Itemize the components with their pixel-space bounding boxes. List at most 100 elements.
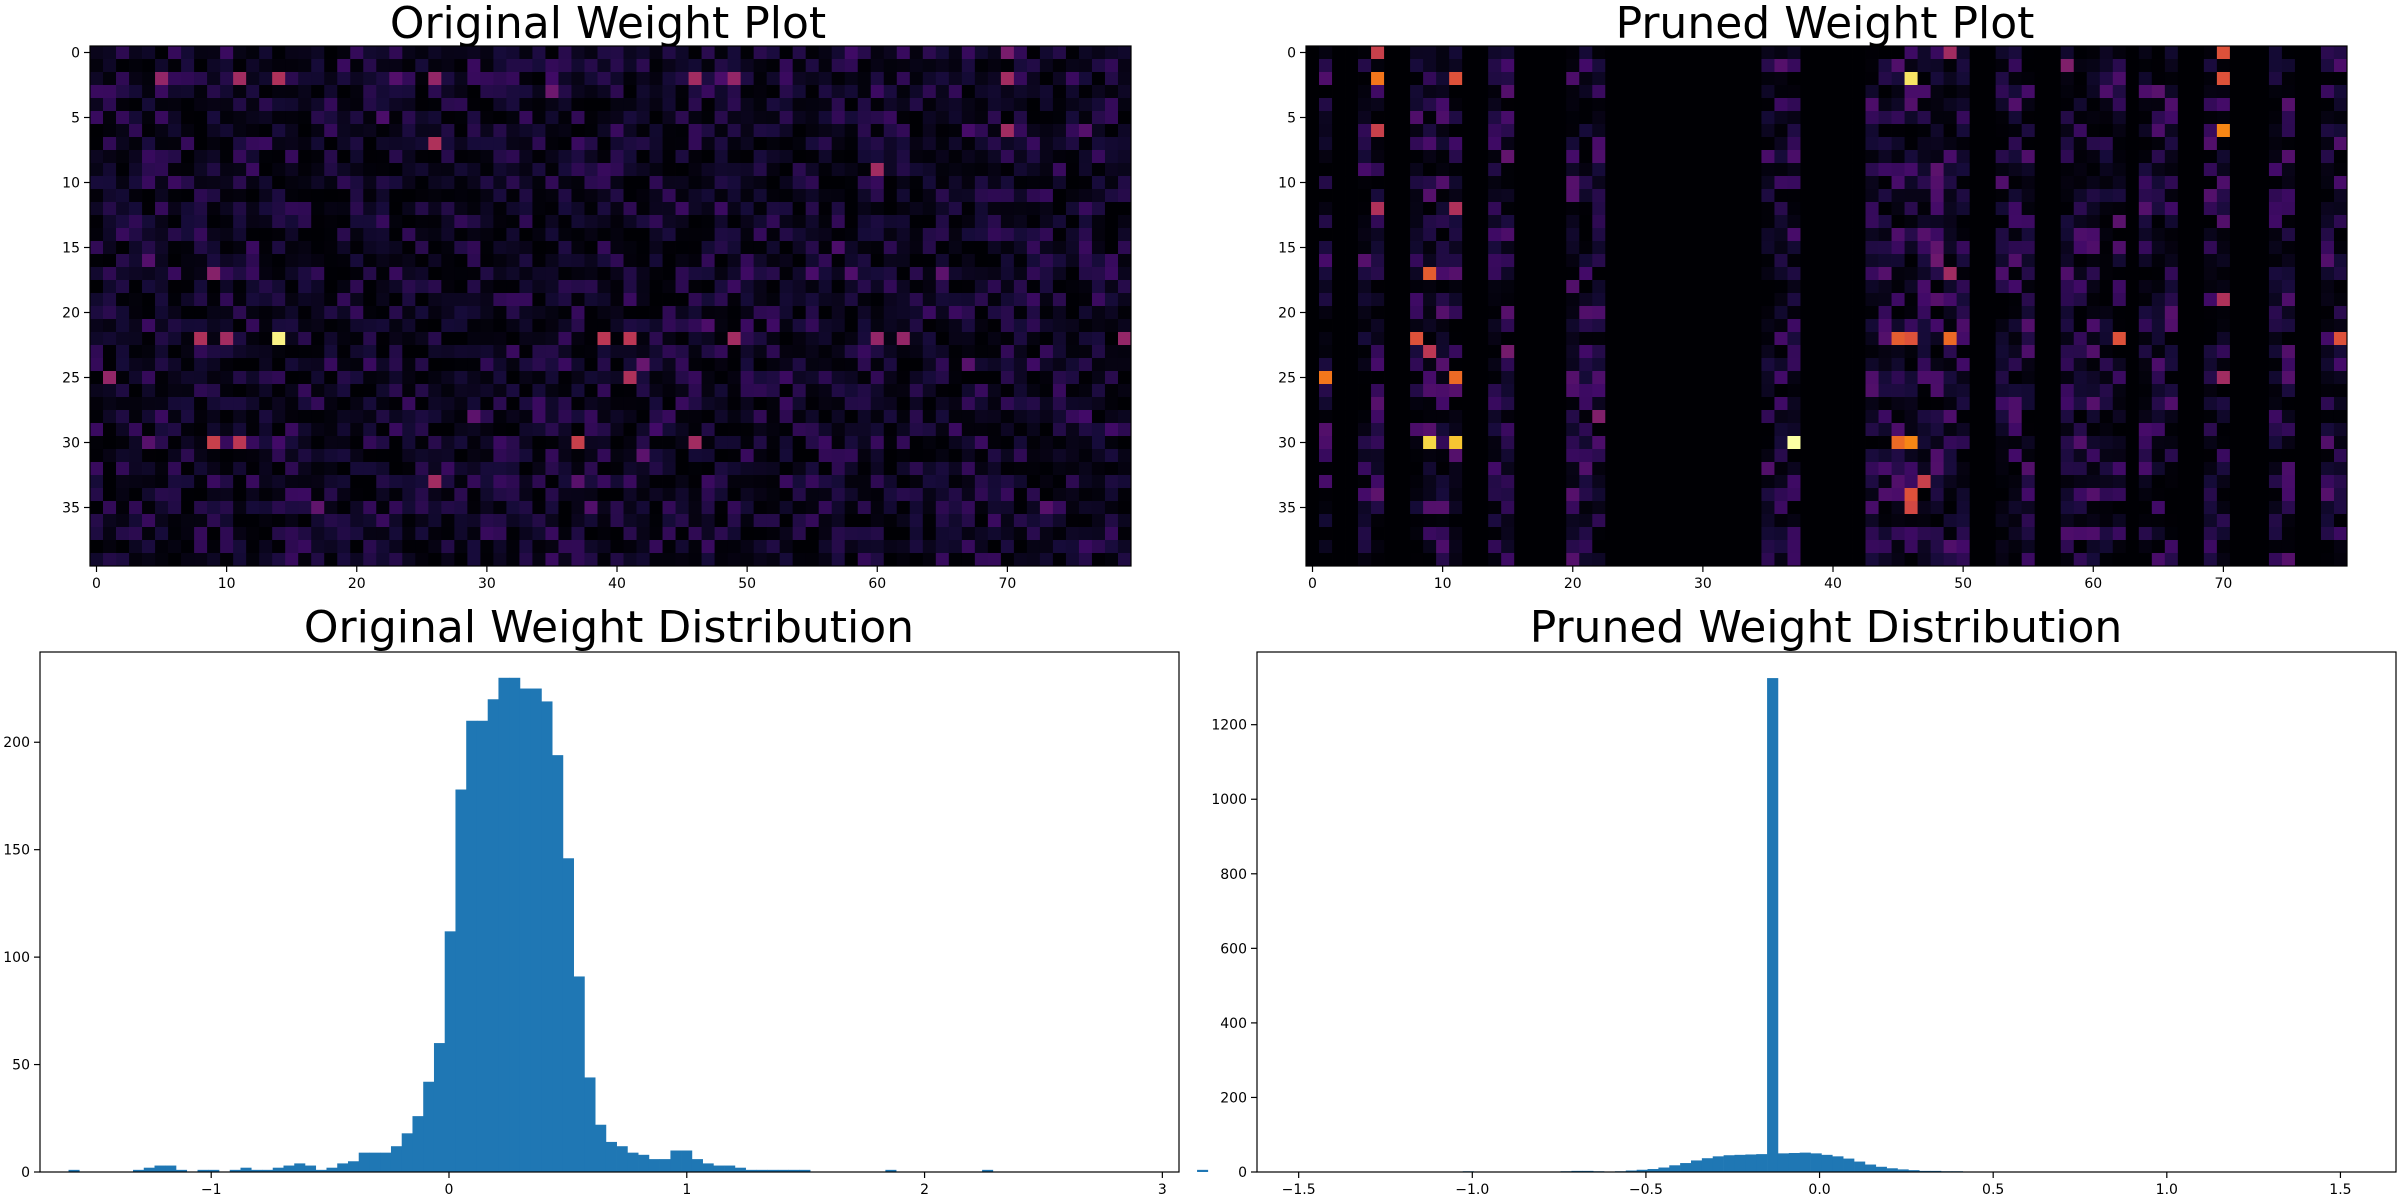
heatmap-cell (649, 306, 663, 320)
heatmap-cell (961, 46, 976, 60)
heatmap-cell (1488, 150, 1502, 164)
heatmap-cell (1644, 150, 1658, 164)
heatmap-cell (1000, 345, 1015, 359)
heatmap-cell (636, 150, 650, 164)
heatmap-cell (2112, 306, 2127, 320)
heatmap-cell (2294, 85, 2309, 99)
heatmap-cell (1117, 371, 1132, 385)
heatmap-cell (1917, 98, 1931, 112)
heatmap-cell (1696, 72, 1710, 86)
heatmap-cell (2060, 163, 2075, 177)
heatmap-cell (1078, 436, 1093, 450)
heatmap-cell (649, 98, 663, 112)
heatmap-cell (922, 332, 937, 346)
heatmap-cell (428, 332, 442, 346)
heatmap-cell (1065, 293, 1080, 307)
heatmap-cell (883, 423, 898, 437)
heatmap-cell (1013, 228, 1028, 242)
heatmap-cell (1904, 124, 1918, 138)
heatmap-cell (454, 449, 468, 463)
heatmap-cell (1026, 332, 1041, 346)
heatmap-cell (766, 475, 781, 489)
heatmap-cell (961, 72, 976, 86)
heatmap-cell (688, 85, 702, 99)
heatmap-cell (844, 124, 859, 138)
heatmap-cell (1052, 254, 1067, 268)
heatmap-cell (1371, 319, 1385, 333)
heatmap-cell (1839, 228, 1853, 242)
heatmap-cell (558, 410, 572, 424)
heatmap-cell (493, 423, 507, 437)
heatmap-cell (753, 215, 768, 229)
heatmap-cell (1709, 254, 1723, 268)
heatmap-cell (1566, 293, 1580, 307)
heatmap-cell (1306, 254, 1320, 268)
heatmap-cell (415, 501, 429, 515)
heatmap-cell (961, 267, 976, 281)
heatmap-cell (1091, 462, 1106, 476)
heatmap-cell (1605, 267, 1619, 281)
heatmap-cell (194, 345, 208, 359)
heatmap-cell (2320, 72, 2335, 86)
heatmap-cell (831, 267, 846, 281)
heatmap-cell (2164, 59, 2179, 73)
heatmap-cell (649, 462, 663, 476)
heatmap-cell (636, 410, 650, 424)
heatmap-cell (2099, 189, 2114, 203)
heatmap-cell (532, 111, 546, 125)
heatmap-cell (870, 124, 885, 138)
heatmap-cell (1117, 527, 1132, 541)
heatmap-cell (207, 176, 221, 190)
heatmap-cell (1000, 267, 1015, 281)
heatmap-cell (519, 371, 533, 385)
heatmap-cell (1397, 85, 1411, 99)
heatmap-cell (2177, 137, 2192, 151)
heatmap-cell (1917, 72, 1931, 86)
heatmap-cell (324, 488, 338, 502)
heatmap-cell (584, 85, 598, 99)
heatmap-cell (987, 72, 1002, 86)
heatmap-cell (1527, 98, 1541, 112)
heatmap-cell (987, 436, 1002, 450)
heatmap-cell (545, 267, 559, 281)
heatmap-cell (1475, 319, 1489, 333)
heatmap-cell (1078, 72, 1093, 86)
heatmap-cell (662, 436, 676, 450)
heatmap-cell (1683, 111, 1697, 125)
heatmap-cell (1904, 59, 1918, 73)
heatmap-cell (974, 371, 989, 385)
heatmap-cell (662, 137, 676, 151)
heatmap-cell (922, 228, 937, 242)
heatmap-cell (519, 215, 533, 229)
heatmap-cell (1527, 319, 1541, 333)
heatmap-cell (597, 475, 611, 489)
heatmap-cell (1514, 59, 1528, 73)
heatmap-cell (1696, 124, 1710, 138)
heatmap-cell (2151, 137, 2166, 151)
heatmap-cell (766, 540, 781, 554)
heatmap-cell (1787, 137, 1801, 151)
heatmap-cell (961, 553, 976, 567)
heatmap-cell (1826, 85, 1840, 99)
heatmap-cell (1345, 46, 1359, 60)
heatmap-cell (1117, 410, 1132, 424)
heatmap-cell (1735, 306, 1749, 320)
heatmap-cell (1865, 150, 1879, 164)
heatmap-cell (480, 358, 494, 372)
heatmap-cell (194, 501, 208, 515)
heatmap-cell (1026, 85, 1041, 99)
heatmap-cell (623, 397, 637, 411)
heatmap-cell (2268, 124, 2283, 138)
heatmap-cell (675, 501, 689, 515)
heatmap-cell (1943, 59, 1958, 73)
heatmap-cell (363, 150, 377, 164)
heatmap-cell (1462, 111, 1476, 125)
heatmap-cell (1052, 514, 1067, 528)
heatmap-cell (766, 488, 781, 502)
heatmap-cell (2164, 150, 2179, 164)
heatmap-cell (1553, 137, 1567, 151)
heatmap-cell (1540, 241, 1554, 255)
heatmap-cell (1618, 293, 1632, 307)
heatmap-cell (545, 436, 559, 450)
heatmap-cell (454, 332, 468, 346)
